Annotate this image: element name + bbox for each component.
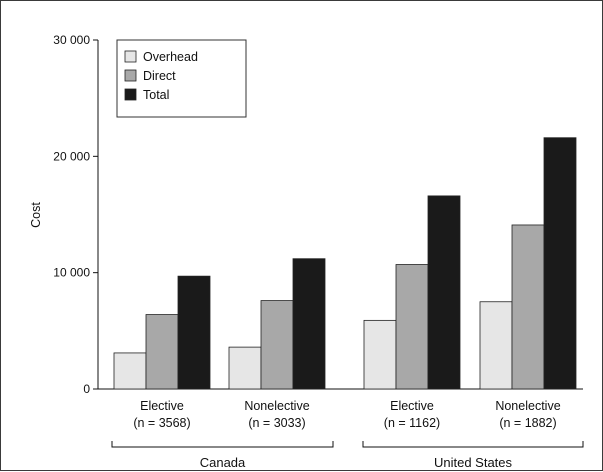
y-tick-label: 20 000 [53, 149, 90, 163]
group-label: United States [434, 455, 513, 470]
bar-direct [145, 314, 179, 390]
category-label: Elective [140, 399, 184, 413]
category-n-label: (n = 3033) [248, 416, 305, 430]
category-n-label: (n = 1882) [499, 416, 556, 430]
bar-overhead [363, 319, 397, 390]
group-label: Canada [200, 455, 246, 470]
category-label: Nonelective [495, 399, 560, 413]
category-n-label: (n = 3568) [133, 416, 190, 430]
legend-label-total: Total [143, 88, 169, 102]
bar-direct [395, 264, 429, 390]
legend-label-overhead: Overhead [143, 50, 198, 64]
bar-direct [260, 300, 294, 390]
group-bracket [111, 441, 334, 448]
bar-total [427, 195, 461, 390]
bar-overhead [479, 301, 513, 390]
bar-total [543, 137, 577, 390]
legend-swatch-total [124, 88, 137, 101]
y-tick-label: 30 000 [53, 33, 90, 47]
legend-box [116, 39, 247, 118]
y-axis-title: Cost [29, 202, 43, 228]
y-tick-label: 0 [83, 382, 90, 396]
bar-total [292, 258, 326, 390]
legend-swatch-direct [124, 69, 137, 82]
bar-overhead [228, 346, 262, 390]
legend-swatch-overhead [124, 50, 137, 63]
legend-label-direct: Direct [143, 69, 176, 83]
category-label: Elective [390, 399, 434, 413]
category-n-label: (n = 1162) [384, 416, 440, 430]
bar-total [177, 275, 211, 390]
bar-direct [511, 224, 545, 390]
bar-overhead [113, 352, 147, 390]
group-bracket [362, 441, 584, 448]
category-label: Nonelective [244, 399, 309, 413]
y-tick-label: 10 000 [53, 266, 90, 280]
